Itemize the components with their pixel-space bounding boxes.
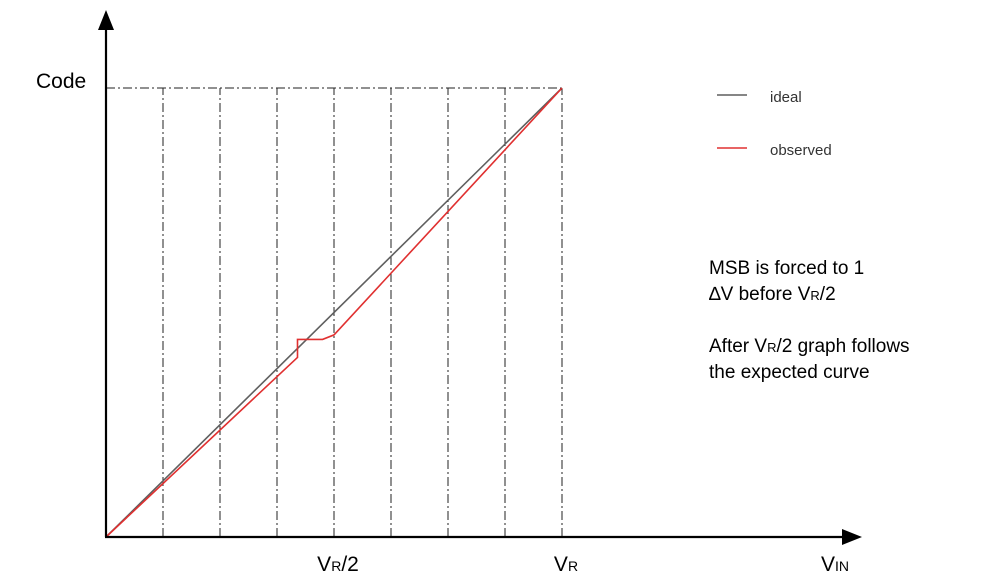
annotation-line: ∆V before VR/2 — [709, 284, 836, 305]
legend-swatches — [717, 94, 747, 149]
series-line-ideal — [105, 87, 563, 538]
annotation-note: MSB is forced to 1 ∆V before VR/2 After VR… — [709, 256, 910, 386]
legend-label-observed: observed — [770, 142, 832, 159]
annotation-line — [709, 308, 910, 334]
annotation-line: the expected curve — [709, 362, 870, 383]
annotation-line: After VR/2 graph follows — [709, 336, 910, 357]
gridlines — [106, 87, 563, 537]
x-tick-label: VR — [553, 553, 579, 576]
series-line-observed — [105, 87, 563, 538]
y-axis-arrow — [98, 10, 114, 30]
x-tick-label: VR/2 — [317, 553, 359, 576]
axes — [98, 10, 862, 545]
annotation-line: MSB is forced to 1 — [709, 258, 865, 279]
legend-label-ideal: ideal — [770, 89, 802, 106]
x-axis-arrow — [842, 529, 862, 545]
x-axis-label: VIN — [821, 553, 850, 576]
y-axis-label: Code — [36, 70, 87, 93]
series-group — [105, 87, 563, 538]
